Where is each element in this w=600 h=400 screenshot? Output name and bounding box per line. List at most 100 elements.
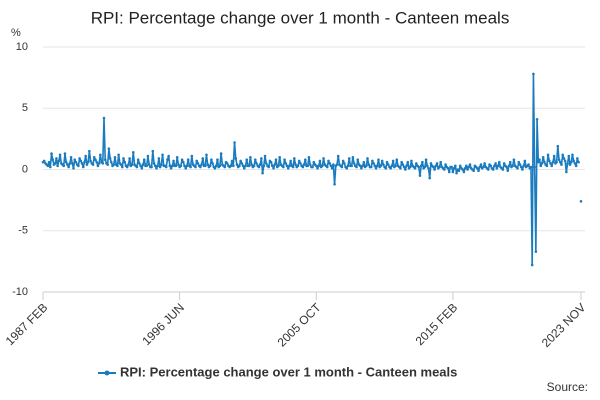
data-point bbox=[255, 162, 258, 165]
data-point bbox=[240, 162, 244, 165]
data-point bbox=[386, 163, 390, 166]
data-point bbox=[278, 155, 281, 159]
data-point bbox=[557, 158, 561, 161]
data-point bbox=[89, 159, 92, 163]
y-tick-label: 10 bbox=[16, 41, 28, 53]
data-point bbox=[102, 116, 106, 120]
data-point bbox=[181, 160, 185, 164]
data-point bbox=[433, 168, 436, 171]
data-point bbox=[560, 163, 563, 166]
data-point bbox=[314, 164, 318, 168]
data-point bbox=[306, 164, 310, 168]
data-point bbox=[563, 159, 567, 163]
data-point bbox=[479, 163, 483, 166]
data-point bbox=[66, 163, 69, 166]
data-point bbox=[461, 168, 464, 171]
data-point bbox=[91, 163, 95, 166]
data-point bbox=[294, 163, 297, 166]
data-point bbox=[507, 164, 511, 168]
data-point bbox=[213, 166, 217, 170]
data-point bbox=[405, 164, 408, 168]
data-point bbox=[53, 162, 57, 165]
data-point bbox=[423, 165, 427, 169]
data-point bbox=[457, 169, 461, 173]
data-point bbox=[519, 165, 523, 169]
data-point bbox=[151, 149, 155, 153]
data-point bbox=[72, 166, 75, 170]
data-point bbox=[543, 160, 546, 164]
data-point bbox=[47, 160, 51, 164]
data-point bbox=[501, 168, 505, 171]
data-point bbox=[558, 160, 562, 164]
data-point bbox=[216, 158, 219, 161]
data-point bbox=[269, 160, 273, 164]
data-point bbox=[329, 164, 333, 168]
data-point bbox=[101, 162, 105, 165]
data-point bbox=[262, 164, 266, 168]
data-point bbox=[139, 164, 142, 168]
source-label: Source: bbox=[547, 380, 588, 394]
data-point bbox=[451, 170, 455, 174]
y-tick-label: 5 bbox=[22, 102, 28, 114]
data-point bbox=[572, 159, 575, 163]
data-point bbox=[450, 165, 453, 169]
data-point bbox=[263, 154, 267, 158]
data-point bbox=[80, 162, 84, 165]
data-point bbox=[219, 152, 223, 155]
data-point bbox=[345, 166, 349, 170]
data-point bbox=[476, 166, 479, 170]
data-point bbox=[86, 160, 90, 164]
data-point bbox=[51, 158, 55, 161]
data-point bbox=[561, 153, 565, 157]
data-point bbox=[516, 166, 519, 170]
data-point bbox=[438, 165, 441, 169]
data-point bbox=[472, 169, 475, 173]
data-point bbox=[322, 157, 325, 160]
data-point bbox=[57, 159, 61, 163]
data-point bbox=[517, 160, 521, 164]
data-point bbox=[421, 160, 424, 164]
data-point bbox=[399, 166, 402, 170]
data-point bbox=[77, 164, 80, 168]
data-point bbox=[185, 164, 189, 168]
data-point bbox=[489, 164, 493, 168]
data-point bbox=[67, 165, 70, 169]
data-point bbox=[455, 171, 458, 175]
data-point bbox=[160, 163, 163, 166]
data-point bbox=[335, 163, 339, 166]
data-point bbox=[417, 165, 421, 169]
data-point bbox=[512, 158, 516, 161]
data-point bbox=[245, 158, 249, 161]
data-point bbox=[303, 158, 307, 161]
data-point bbox=[537, 160, 540, 164]
data-point bbox=[167, 154, 170, 158]
data-point bbox=[372, 162, 375, 165]
data-point bbox=[103, 158, 107, 161]
data-point bbox=[418, 174, 422, 177]
data-point bbox=[427, 166, 430, 170]
data-point bbox=[362, 160, 366, 164]
data-point bbox=[205, 153, 208, 157]
data-point bbox=[63, 152, 67, 155]
data-point bbox=[284, 162, 288, 165]
data-point bbox=[146, 154, 150, 158]
data-point bbox=[410, 159, 413, 163]
data-point bbox=[108, 157, 112, 160]
data-point bbox=[574, 164, 578, 168]
data-point bbox=[257, 165, 261, 169]
data-point bbox=[486, 168, 490, 171]
data-point bbox=[127, 163, 130, 166]
data-point bbox=[535, 117, 539, 121]
data-point bbox=[419, 164, 423, 168]
data-point bbox=[261, 171, 264, 175]
data-point bbox=[136, 158, 140, 161]
data-point bbox=[555, 160, 558, 164]
data-point bbox=[297, 159, 301, 163]
data-point bbox=[312, 160, 316, 164]
data-point bbox=[308, 163, 312, 166]
data-point bbox=[327, 159, 330, 163]
data-point bbox=[375, 164, 379, 168]
data-point bbox=[264, 162, 268, 165]
data-point bbox=[497, 160, 501, 164]
data-point bbox=[529, 165, 533, 169]
